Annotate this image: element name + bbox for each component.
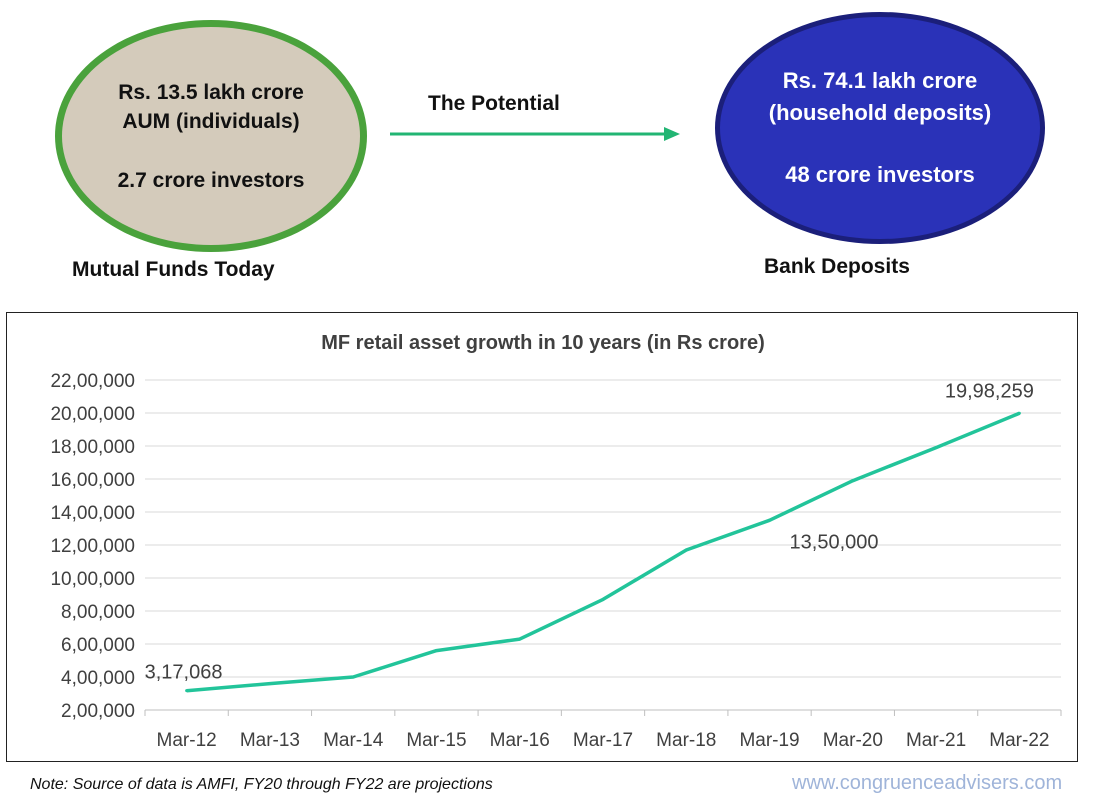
y-tick-label: 10,00,000 — [50, 569, 135, 590]
y-tick-label: 18,00,000 — [50, 437, 135, 458]
bank-deposits-bubble: Rs. 74.1 lakh crore (household deposits)… — [715, 12, 1045, 244]
asset-growth-chart: MF retail asset growth in 10 years (in R… — [50, 332, 1062, 751]
chart-frame: MF retail asset growth in 10 years (in R… — [6, 312, 1078, 762]
series-line-group — [185, 411, 1021, 693]
gridlines — [145, 379, 1061, 711]
bank-deposit-value: Rs. 74.1 lakh crore — [782, 68, 978, 93]
x-axis-ticks: Mar-12 Mar-13 Mar-14 Mar-15 Mar-16 Mar-17 Mar-… — [144, 709, 1062, 751]
y-tick-label: 22,00,000 — [50, 371, 135, 392]
y-tick-label: 16,00,000 — [50, 470, 135, 491]
data-point — [434, 649, 438, 653]
y-axis-ticks: 2,00,000 4,00,000 6,00,000 8,00,000 10,00,00… — [50, 371, 135, 722]
y-tick-label: 4,00,000 — [61, 668, 135, 689]
bank-deposit-desc: (household deposits) — [768, 100, 992, 125]
data-point — [518, 637, 522, 641]
data-point — [351, 675, 355, 679]
y-tick-label: 12,00,000 — [50, 536, 135, 557]
mf-aum-value: Rs. 13.5 lakh crore — [118, 80, 304, 104]
data-point — [268, 682, 272, 686]
y-tick-label: 2,00,000 — [61, 701, 135, 722]
data-label: 19,98,259 — [945, 380, 1034, 402]
mutual-funds-caption: Mutual Funds Today — [72, 258, 275, 281]
potential-label: The Potential — [428, 92, 560, 115]
bank-investors: 48 crore investors — [785, 162, 975, 187]
x-tick-label: Mar-15 — [406, 730, 466, 751]
right-arrow-icon — [390, 127, 680, 141]
x-tick-label: Mar-19 — [739, 730, 799, 751]
data-label: 13,50,000 — [790, 531, 879, 553]
data-point — [768, 518, 772, 522]
y-tick-label: 20,00,000 — [50, 404, 135, 425]
data-point — [684, 548, 688, 552]
mutual-funds-bubble: Rs. 13.5 lakh crore AUM (individuals) 2.… — [55, 20, 367, 252]
data-point — [1017, 411, 1021, 415]
data-point — [851, 479, 855, 483]
x-tick-label: Mar-18 — [656, 730, 716, 751]
y-tick-label: 8,00,000 — [61, 602, 135, 623]
x-tick-label: Mar-17 — [573, 730, 633, 751]
x-tick-label: Mar-21 — [906, 730, 966, 751]
series-line — [186, 411, 1021, 693]
y-tick-label: 14,00,000 — [50, 503, 135, 524]
data-point — [601, 597, 605, 601]
data-labels: 3,17,068 13,50,000 19,98,259 — [145, 380, 1034, 683]
data-point — [934, 446, 938, 450]
x-tick-label: Mar-13 — [240, 730, 300, 751]
data-point — [185, 689, 189, 693]
cropped-heading — [0, 0, 1102, 8]
bank-deposits-caption: Bank Deposits — [764, 255, 910, 278]
source-note: Note: Source of data is AMFI, FY20 throu… — [30, 776, 493, 793]
x-tick-label: Mar-22 — [989, 730, 1049, 751]
x-tick-label: Mar-16 — [490, 730, 550, 751]
x-tick-label: Mar-20 — [823, 730, 883, 751]
cropped-heading-glyphs — [0, 0, 1102, 8]
website-link[interactable]: www.congruenceadvisers.com — [792, 772, 1063, 794]
mf-aum-desc: AUM (individuals) — [122, 109, 300, 133]
x-tick-label: Mar-14 — [323, 730, 384, 751]
mf-investors: 2.7 crore investors — [117, 168, 305, 192]
x-tick-label: Mar-12 — [157, 730, 217, 751]
y-tick-label: 6,00,000 — [61, 635, 135, 656]
data-label: 3,17,068 — [145, 662, 223, 684]
chart-title: MF retail asset growth in 10 years (in R… — [321, 332, 764, 354]
